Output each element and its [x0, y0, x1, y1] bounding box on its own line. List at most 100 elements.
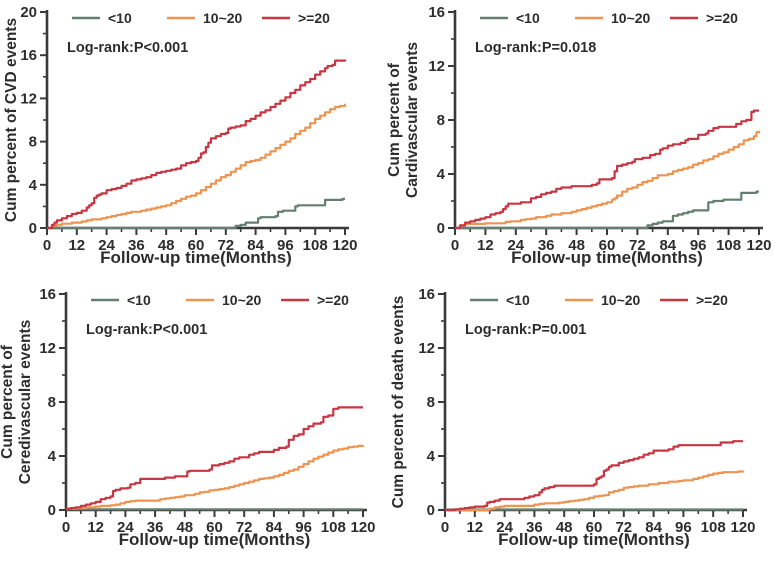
panel-cardivascular-events: 0 12 24 36 48 60 72 84 96 108 120 0 4 8 12 16 <10 10~20 >=…	[387, 0, 774, 282]
legend-label: >=20	[696, 292, 728, 308]
x-tick-label: 0	[441, 519, 449, 536]
x-tick-label: 24	[117, 519, 134, 536]
y-axis-title-line: Cum percent of	[387, 62, 403, 177]
x-tick-label: 108	[303, 237, 328, 254]
y-tick-label: 8	[437, 112, 445, 129]
series-line-<10	[455, 190, 759, 230]
x-tick-label: 36	[128, 237, 145, 254]
x-tick-label: 60	[586, 519, 603, 536]
legend-label: 10~20	[601, 292, 641, 308]
x-axis-title: Follow-up time(Months)	[498, 530, 690, 549]
x-tick-label: 60	[599, 237, 616, 254]
legend-label: <10	[506, 292, 530, 308]
series-line-10~20	[47, 103, 347, 230]
legend-label: <10	[108, 10, 132, 26]
y-tick-label: 4	[48, 448, 57, 465]
x-tick-label: 96	[295, 519, 312, 536]
series-line->=20	[445, 440, 743, 512]
panel-cvd-events: 0 12 24 36 48 60 72 84 96 108 120 0 4 8 12 16 20 <10 10~20…	[0, 0, 387, 282]
x-tick-label: 84	[247, 237, 264, 254]
y-tick-label: 16	[428, 4, 445, 21]
series-line-10~20	[445, 470, 745, 512]
y-tick-label: 20	[20, 4, 37, 21]
x-tick-label: 96	[277, 237, 294, 254]
legend-label: 10~20	[611, 10, 651, 26]
x-axis-title: Follow-up time(Months)	[119, 530, 311, 549]
y-tick-label: 4	[437, 166, 446, 183]
x-axis-title: Follow-up time(Months)	[511, 248, 703, 267]
y-tick-label: 0	[48, 502, 56, 519]
x-tick-label: 12	[87, 519, 104, 536]
x-tick-label: 84	[645, 519, 662, 536]
x-tick-label: 84	[266, 519, 283, 536]
x-tick-label: 72	[629, 237, 646, 254]
x-tick-label: 0	[62, 519, 70, 536]
y-tick-label: 12	[20, 90, 37, 107]
x-tick-label: 48	[568, 237, 585, 254]
x-tick-label: 48	[176, 519, 193, 536]
x-tick-label: 12	[466, 519, 483, 536]
y-tick-label: 8	[427, 394, 435, 411]
y-tick-label: 8	[29, 134, 37, 151]
y-tick-label: 0	[437, 220, 445, 237]
logrank-pvalue: Log-rank:P=0.001	[465, 322, 586, 338]
y-tick-label: 0	[29, 220, 37, 237]
series-line->=20	[66, 406, 363, 510]
x-tick-label: 72	[236, 519, 253, 536]
x-tick-label: 108	[716, 237, 741, 254]
y-axis-title-line: Cum percent of CVD events	[3, 18, 20, 222]
x-tick-label: 120	[350, 519, 375, 536]
x-tick-label: 24	[496, 519, 513, 536]
y-tick-label: 12	[428, 58, 445, 75]
y-tick-label: 8	[48, 394, 56, 411]
y-tick-label: 4	[29, 177, 38, 194]
x-tick-label: 96	[690, 237, 707, 254]
x-tick-label: 84	[659, 237, 676, 254]
x-tick-label: 108	[321, 519, 346, 536]
x-axis-title: Follow-up time(Months)	[100, 248, 292, 267]
x-tick-label: 48	[158, 237, 175, 254]
series-line-10~20	[66, 444, 365, 510]
x-tick-label: 12	[477, 237, 494, 254]
y-tick-label: 0	[427, 502, 435, 519]
legend-label: 10~20	[222, 292, 262, 308]
y-axis-title-line: Cardivascular events	[404, 42, 421, 198]
x-tick-label: 24	[98, 237, 115, 254]
x-tick-label: 72	[217, 237, 234, 254]
series-line->=20	[47, 59, 347, 230]
x-tick-label: 60	[206, 519, 223, 536]
y-tick-label: 16	[39, 286, 56, 303]
y-tick-label: 12	[39, 340, 56, 357]
legend-label: >=20	[706, 10, 738, 26]
y-tick-label: 12	[418, 340, 435, 357]
x-tick-label: 36	[147, 519, 164, 536]
panel-ceredivascular-events: 0 12 24 36 48 60 72 84 96 108 120 0 4 8 12 16 <10 10~20 >=…	[0, 282, 387, 565]
x-tick-label: 36	[538, 237, 555, 254]
y-axis-title-line: Ceredivascular events	[17, 320, 34, 485]
logrank-pvalue: Log-rank:P=0.018	[475, 40, 596, 56]
panel-death-events: 0 12 24 36 48 60 72 84 96 108 120 0 4 8 12 16 <10 10~20 >=…	[387, 282, 774, 565]
x-tick-label: 24	[507, 237, 524, 254]
y-tick-label: 4	[427, 448, 436, 465]
logrank-pvalue: Log-rank:P<0.001	[67, 40, 188, 56]
x-tick-label: 36	[526, 519, 543, 536]
legend-label: >=20	[317, 292, 349, 308]
legend-label: 10~20	[203, 10, 243, 26]
x-tick-label: 12	[68, 237, 85, 254]
x-tick-label: 96	[675, 519, 692, 536]
y-axis-title-line: Cum percent of	[0, 344, 16, 459]
x-tick-label: 0	[451, 237, 459, 254]
x-tick-label: 120	[332, 237, 357, 254]
series-line-<10	[47, 197, 345, 230]
x-tick-label: 72	[615, 519, 632, 536]
series-line-10~20	[455, 130, 761, 230]
x-tick-label: 120	[730, 519, 755, 536]
x-tick-label: 0	[43, 237, 51, 254]
logrank-pvalue: Log-rank:P<0.001	[86, 322, 207, 338]
legend-label: >=20	[298, 10, 330, 26]
